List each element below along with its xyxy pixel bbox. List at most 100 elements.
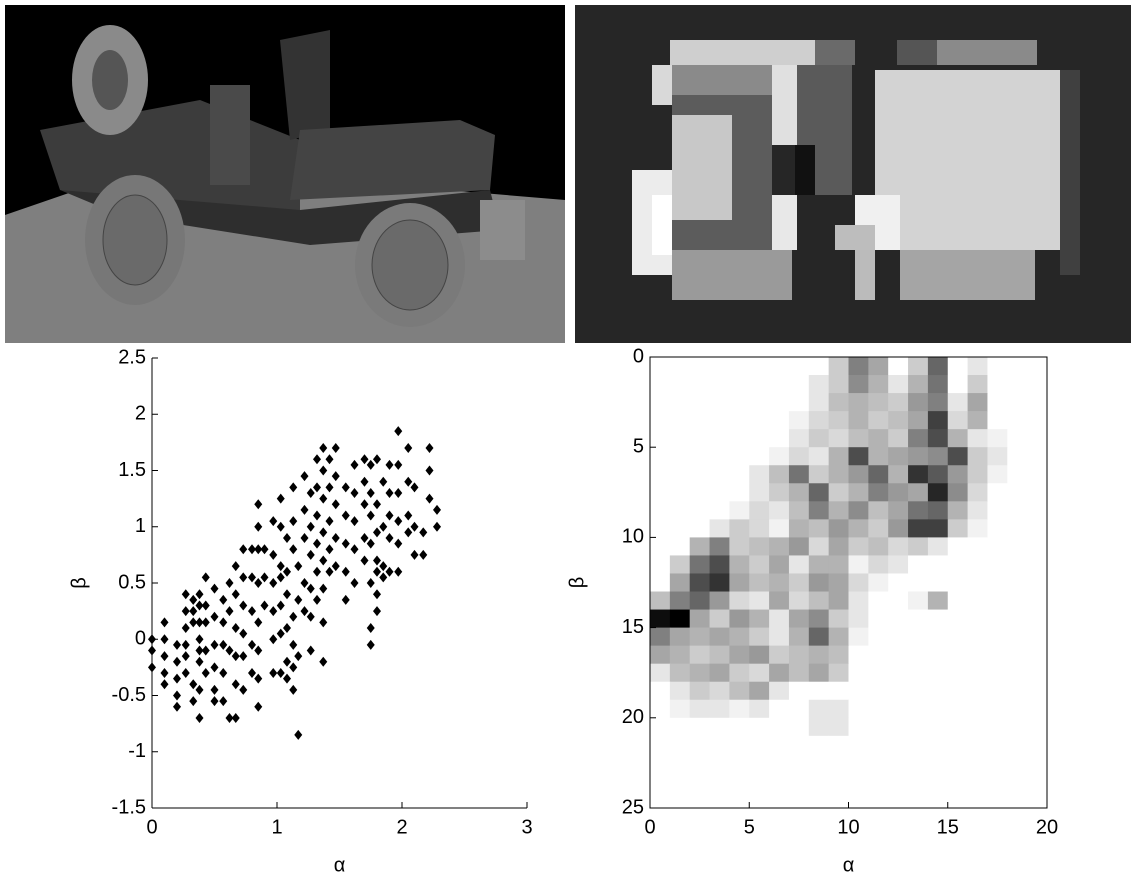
heatmap-cell — [829, 736, 849, 755]
heatmap-cell — [690, 519, 710, 538]
heatmap-cell — [868, 447, 888, 466]
heatmap-cell — [1007, 501, 1027, 520]
scatter-point — [289, 662, 297, 672]
heatmap-cell — [1027, 519, 1047, 538]
heatmap-cell — [789, 700, 809, 719]
heatmap-cell — [928, 736, 948, 755]
heatmap-cell — [868, 718, 888, 737]
heatmap-cell — [987, 790, 1007, 809]
heatmap-cell — [1007, 718, 1027, 737]
scatter-point — [351, 578, 359, 588]
heatmap-cell — [809, 754, 829, 773]
heatmap-cell — [968, 664, 988, 683]
heatmap-cell — [710, 411, 730, 430]
heatmap-cell — [968, 357, 988, 376]
heatmap-cell — [650, 465, 670, 484]
heatmap-cell — [1027, 754, 1047, 773]
x-tick-label: 5 — [744, 816, 755, 838]
scatter-point — [326, 567, 334, 577]
heatmap-cell — [888, 736, 908, 755]
heatmap-cell — [849, 573, 869, 592]
heatmap-cell — [948, 646, 968, 665]
heatmap-cell — [908, 610, 928, 629]
heatmap-cell — [690, 772, 710, 791]
heatmap-cell — [849, 628, 869, 647]
scatter-point — [319, 657, 327, 667]
scatter-point — [326, 454, 334, 464]
heatmap-cell — [888, 375, 908, 394]
heatmap-cell — [948, 573, 968, 592]
scatter-point — [411, 550, 419, 560]
heatmap-cell — [729, 610, 749, 629]
heatmap-cell — [888, 483, 908, 502]
heatmap-cell — [710, 375, 730, 394]
heatmap-cell — [868, 700, 888, 719]
heatmap-cell — [868, 411, 888, 430]
heatmap-cell — [868, 664, 888, 683]
scatter-point — [239, 544, 247, 554]
heatmap-cell — [650, 555, 670, 574]
scatter-point — [182, 668, 190, 678]
heatmap-cell — [789, 447, 809, 466]
heatmap-cell — [928, 357, 948, 376]
heatmap-cell — [789, 357, 809, 376]
scatter-point — [394, 460, 402, 470]
heatmap-cell — [1027, 375, 1047, 394]
scatter-point — [161, 679, 169, 689]
heatmap-cell — [928, 790, 948, 809]
heatmap-cell — [789, 519, 809, 538]
heatmap-cell — [650, 610, 670, 629]
heatmap-cell — [769, 555, 789, 574]
heatmap-cell — [987, 501, 1007, 520]
heatmap-cell — [749, 465, 769, 484]
scatter-point — [239, 685, 247, 695]
heatmap-cell — [710, 772, 730, 791]
heatmap-cell — [749, 429, 769, 448]
heatmap-cell — [948, 718, 968, 737]
heatmap-cell — [789, 483, 809, 502]
heatmap-cell — [987, 682, 1007, 701]
heatmap-cell — [769, 754, 789, 773]
heatmap-cell — [729, 555, 749, 574]
scatter-point — [332, 561, 340, 571]
heatmap-cell — [888, 592, 908, 611]
scatter-point — [367, 578, 375, 588]
heatmap-cell — [1027, 573, 1047, 592]
heatmap-cell — [710, 483, 730, 502]
heatmap-cell — [710, 592, 730, 611]
heatmap-cell — [1027, 736, 1047, 755]
heatmap-cell — [729, 429, 749, 448]
heatmap-cell — [1007, 483, 1027, 502]
heatmap-cell — [749, 772, 769, 791]
heatmap-cell — [690, 790, 710, 809]
heatmap-cell — [1027, 501, 1047, 520]
heatmap-cell — [789, 628, 809, 647]
heatmap-cell — [749, 357, 769, 376]
scatter-point — [404, 443, 412, 453]
heatmap-cell — [987, 628, 1007, 647]
heatmap-cell — [948, 411, 968, 430]
heatmap-cell — [670, 519, 690, 538]
scatter-point — [283, 674, 291, 684]
scatter-point — [367, 460, 375, 470]
heatmap-cell — [710, 465, 730, 484]
scatter-point — [289, 640, 297, 650]
scatter-point — [367, 511, 375, 521]
heatmap-cell — [769, 393, 789, 412]
scatter-point — [173, 657, 181, 667]
heatmap-cell — [749, 682, 769, 701]
heatmap-cell — [670, 610, 690, 629]
scatter-point — [289, 685, 297, 695]
y-tick-label: -1.5 — [112, 796, 146, 818]
heatmap-cell — [829, 483, 849, 502]
heatmap-cell — [908, 555, 928, 574]
heatmap-cell — [1007, 447, 1027, 466]
scatter-point — [248, 572, 256, 582]
heatmap-cell — [690, 682, 710, 701]
scatter-point — [248, 640, 256, 650]
heatmap-cell — [829, 610, 849, 629]
heatmap-cell — [710, 573, 730, 592]
heatmap-cell — [888, 501, 908, 520]
heatmap-cell — [789, 573, 809, 592]
heatmap-cell — [809, 465, 829, 484]
